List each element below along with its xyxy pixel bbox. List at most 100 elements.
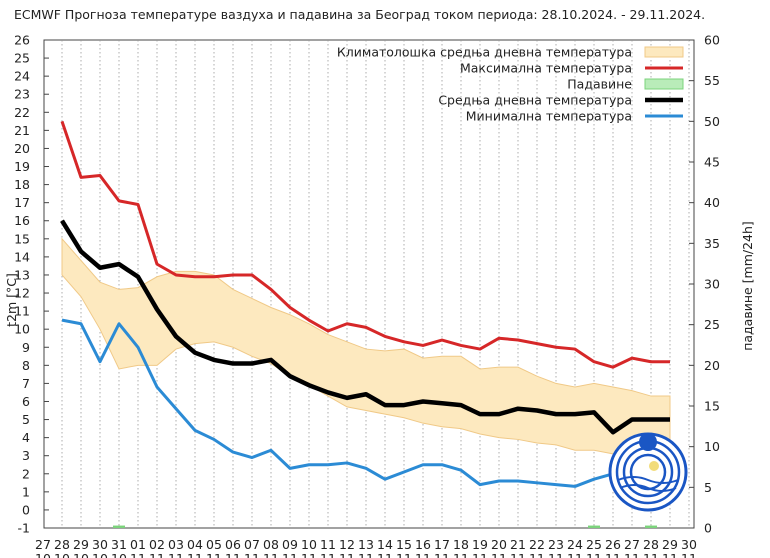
y-tick-label: 10 <box>14 322 30 337</box>
x-tick-sublabel: 11 <box>320 551 336 558</box>
y-tick-label: 13 <box>14 267 30 282</box>
legend-label: Минимална температура <box>466 109 632 124</box>
y-tick-label: 25 <box>14 51 30 66</box>
y-tick-label: 9 <box>22 340 30 355</box>
x-tick-sublabel: 10 <box>35 551 51 558</box>
series-line <box>61 318 670 488</box>
x-tick-label: 12 <box>339 537 355 552</box>
x-tick-sublabel: 11 <box>472 551 488 558</box>
x-tick-sublabel: 11 <box>149 551 165 558</box>
x-tick-sublabel: 11 <box>396 551 412 558</box>
x-tick-label: 27 <box>35 537 51 552</box>
y-tick-label: 6 <box>22 394 30 409</box>
x-tick-label: 30 <box>92 537 108 552</box>
y-tick-label: 2 <box>22 466 30 481</box>
y-tick-label: 12 <box>14 286 30 301</box>
x-tick-label: 01 <box>130 537 146 552</box>
y2-tick-label: 20 <box>704 358 720 373</box>
x-tick-label: 10 <box>301 537 317 552</box>
y-tick-label: 11 <box>14 304 30 319</box>
x-tick-sublabel: 11 <box>681 551 697 558</box>
rhmz-logo-icon <box>608 432 688 512</box>
legend-label: Падавине <box>567 77 632 92</box>
x-tick-label: 26 <box>605 537 621 552</box>
x-tick-sublabel: 11 <box>529 551 545 558</box>
y2-axis-ticks: 0 5 10 15 20 25 30 35 40 45 50 55 60 <box>689 33 720 536</box>
y2-tick-label: 5 <box>704 480 712 495</box>
legend-label: Средња дневна температура <box>438 93 632 108</box>
y-tick-label: 20 <box>14 141 30 156</box>
y-tick-label: 3 <box>22 448 30 463</box>
y-tick-label: 7 <box>22 376 30 391</box>
x-tick-sublabel: 11 <box>130 551 146 558</box>
series-group <box>60 120 670 528</box>
x-tick-sublabel: 11 <box>662 551 678 558</box>
legend-swatch <box>644 78 684 90</box>
x-tick-label: 19 <box>472 537 488 552</box>
y2-tick-label: 50 <box>704 114 720 129</box>
x-tick-sublabel: 11 <box>263 551 279 558</box>
y2-tick-label: 25 <box>704 317 720 332</box>
x-tick-label: 05 <box>206 537 222 552</box>
y-tick-label: 8 <box>22 358 30 373</box>
x-tick-label: 22 <box>529 537 545 552</box>
y-tick-label: 26 <box>14 33 30 48</box>
x-tick-label: 17 <box>434 537 450 552</box>
x-tick-label: 15 <box>396 537 412 552</box>
x-tick-sublabel: 11 <box>453 551 469 558</box>
y-tick-label: 5 <box>22 412 30 427</box>
x-tick-label: 29 <box>73 537 89 552</box>
x-tick-label: 03 <box>168 537 184 552</box>
y-tick-label: 18 <box>14 177 30 192</box>
x-tick-sublabel: 11 <box>187 551 203 558</box>
y2-tick-label: 15 <box>704 399 720 414</box>
y-axis-label: t2m [°C] <box>4 273 19 327</box>
x-tick-sublabel: 11 <box>643 551 659 558</box>
y2-tick-label: 0 <box>704 521 712 536</box>
y-tick-label: 0 <box>22 502 30 517</box>
y-tick-label: 1 <box>22 484 30 499</box>
x-tick-sublabel: 11 <box>624 551 640 558</box>
precip-bar <box>113 525 125 528</box>
x-tick-label: 27 <box>624 537 640 552</box>
x-tick-sublabel: 11 <box>491 551 507 558</box>
y-tick-label: 24 <box>14 69 30 84</box>
x-tick-sublabel: 10 <box>111 551 127 558</box>
y2-tick-label: 60 <box>704 33 720 48</box>
precip-bar <box>645 525 657 528</box>
y2-tick-label: 45 <box>704 155 720 170</box>
x-tick-label: 24 <box>567 537 583 552</box>
x-tick-label: 28 <box>54 537 70 552</box>
x-tick-sublabel: 11 <box>586 551 602 558</box>
precip-bar <box>588 525 600 528</box>
x-tick-sublabel: 11 <box>510 551 526 558</box>
y-tick-label: 17 <box>14 195 30 210</box>
x-tick-label: 06 <box>225 537 241 552</box>
x-tick-label: 21 <box>510 537 526 552</box>
y2-tick-label: 40 <box>704 195 720 210</box>
x-tick-sublabel: 10 <box>73 551 89 558</box>
x-tick-sublabel: 11 <box>605 551 621 558</box>
x-tick-sublabel: 11 <box>225 551 241 558</box>
x-tick-sublabel: 11 <box>339 551 355 558</box>
x-tick-sublabel: 11 <box>301 551 317 558</box>
series-line <box>60 219 670 435</box>
x-tick-label: 08 <box>263 537 279 552</box>
y2-tick-label: 35 <box>704 236 720 251</box>
x-tick-label: 23 <box>548 537 564 552</box>
x-tick-sublabel: 11 <box>206 551 222 558</box>
x-tick-label: 13 <box>358 537 374 552</box>
x-tick-label: 14 <box>377 537 393 552</box>
x-tick-sublabel: 11 <box>358 551 374 558</box>
x-tick-label: 25 <box>586 537 602 552</box>
x-tick-sublabel: 11 <box>415 551 431 558</box>
x-tick-sublabel: 11 <box>377 551 393 558</box>
x-tick-label: 07 <box>244 537 260 552</box>
y2-tick-label: 10 <box>704 439 720 454</box>
x-tick-sublabel: 11 <box>567 551 583 558</box>
x-tick-label: 18 <box>453 537 469 552</box>
x-tick-sublabel: 11 <box>548 551 564 558</box>
y2-tick-label: 55 <box>704 73 720 88</box>
y-axis-ticks: -101234567891011121314151617181920212223… <box>14 33 49 536</box>
x-tick-sublabel: 11 <box>282 551 298 558</box>
